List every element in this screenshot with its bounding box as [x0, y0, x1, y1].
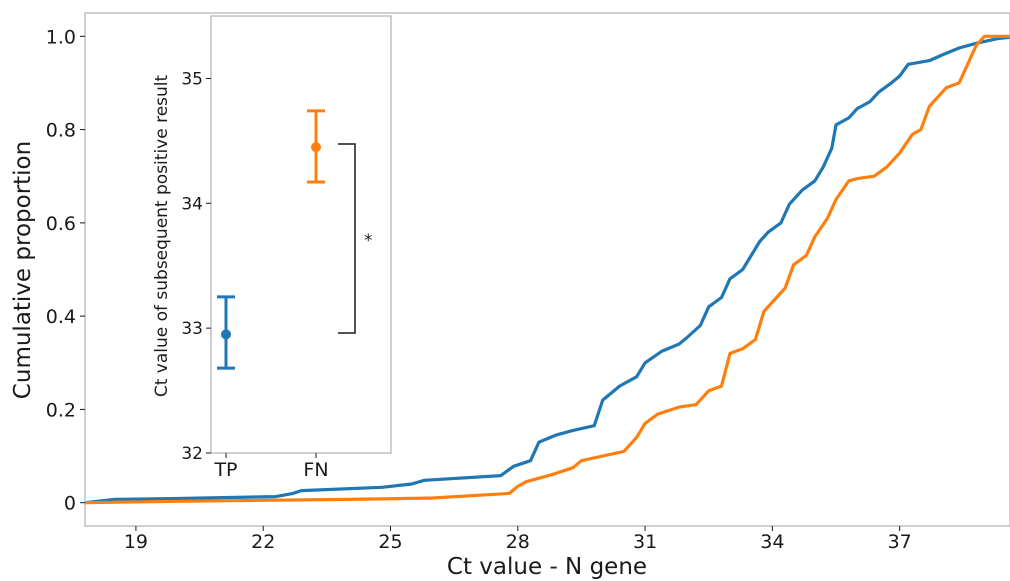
x-tick-label: 34	[760, 531, 784, 553]
y-tick-label: 0.2	[46, 399, 76, 421]
inset-y-tick-label: 35	[181, 69, 203, 89]
x-tick-label: 37	[888, 531, 912, 553]
main-plot-frame	[84, 12, 1010, 527]
main-line-series-group	[84, 34, 1010, 505]
y-tick-label: 0.8	[46, 120, 76, 142]
main-y-axis-title: Cumulative proportion	[10, 141, 36, 399]
inset-y-tick-label: 33	[181, 319, 203, 339]
inset-x-tick-label: FN	[303, 459, 328, 481]
inset-plot-frame	[210, 15, 392, 454]
x-tick-label: 28	[506, 531, 530, 553]
significance-bracket	[338, 143, 356, 334]
y-tick-label: 0	[64, 493, 76, 515]
x-tick-label: 19	[124, 531, 148, 553]
x-tick-label: 25	[378, 531, 402, 553]
mean-point-fn	[311, 142, 321, 153]
y-tick-label: 1.0	[46, 26, 76, 48]
y-tick-label: 0.6	[46, 213, 76, 235]
inset-y-ticks: 32 33 34 35	[181, 69, 211, 464]
main-y-ticks: 0 0.2 0.4 0.6 0.8 1.0	[46, 26, 85, 515]
x-tick-label: 22	[251, 531, 275, 553]
x-tick-label: 31	[633, 531, 657, 553]
main-x-ticks: 19 22 25 28 31 34 37	[124, 526, 912, 553]
y-tick-label: 0.4	[46, 306, 76, 328]
series-line-0	[84, 35, 1010, 505]
inset-y-tick-label: 34	[181, 194, 203, 214]
inset-y-axis-title: Ct value of subsequent positive result	[152, 74, 172, 397]
mean-point-tp	[221, 329, 231, 340]
inset-x-tick-label: TP	[213, 459, 237, 481]
inset-marks-group	[217, 109, 325, 370]
main-x-axis-title: Ct value - N gene	[447, 554, 647, 580]
inset-x-ticks: TP FN	[213, 453, 329, 481]
significance-marker: *	[364, 231, 373, 251]
series-line-1	[84, 34, 1010, 505]
inset-y-tick-label: 32	[181, 444, 203, 464]
